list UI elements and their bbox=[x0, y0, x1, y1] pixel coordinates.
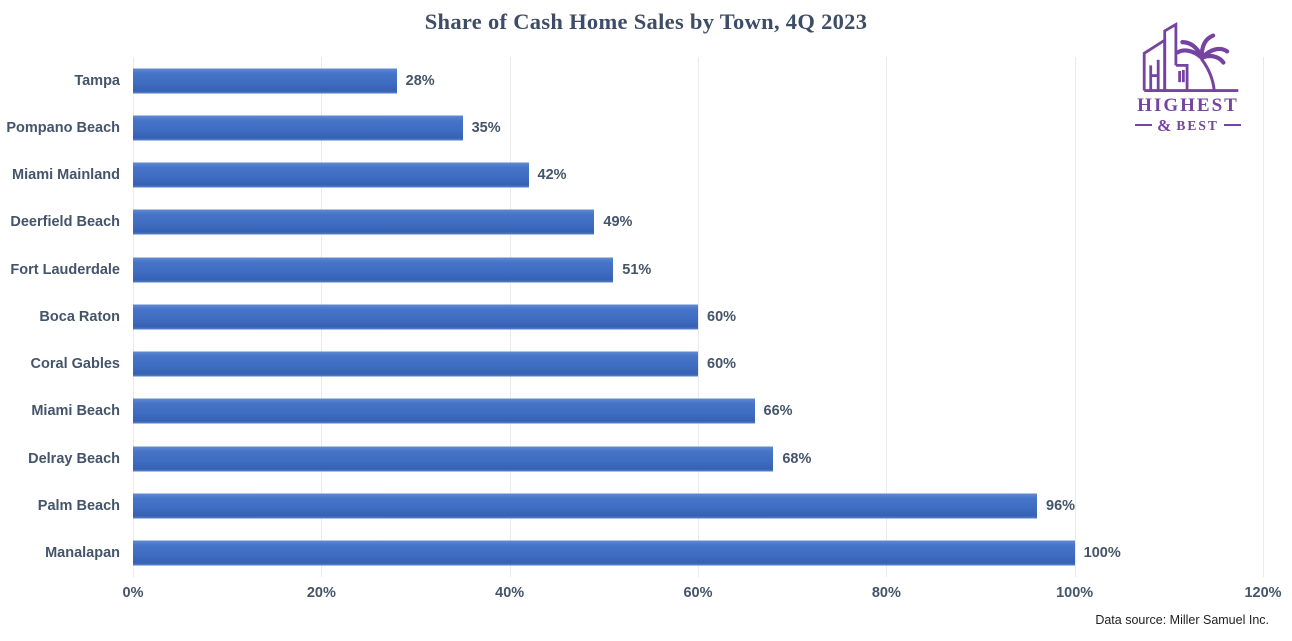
data-label: 66% bbox=[763, 403, 793, 420]
gridline bbox=[1074, 57, 1076, 577]
gridline bbox=[698, 57, 699, 577]
category-label: Tampa bbox=[74, 72, 120, 89]
bar-row: Miami Mainland 42% bbox=[12, 152, 1263, 199]
logo-text-best: BEST bbox=[1176, 117, 1219, 133]
data-label: 96% bbox=[1046, 498, 1076, 515]
plot-area: Tampa 28% Pompano Beach 35% Miami Mainland 42… bbox=[6, 57, 1264, 577]
logo-text-and-best: & BEST bbox=[1135, 117, 1241, 134]
data-label: 100% bbox=[1083, 545, 1121, 562]
bar-row: Tampa 28% bbox=[74, 57, 1263, 104]
bar bbox=[133, 115, 463, 141]
data-label: 60% bbox=[707, 356, 737, 373]
data-label: 68% bbox=[782, 450, 812, 467]
category-label: Pompano Beach bbox=[6, 119, 120, 136]
bar-row: Miami Beach 66% bbox=[31, 388, 1263, 435]
category-label: Coral Gables bbox=[30, 356, 120, 373]
bar bbox=[133, 351, 698, 377]
bar-row: Deerfield Beach 49% bbox=[10, 199, 1263, 246]
bar bbox=[133, 257, 614, 283]
bar bbox=[133, 446, 774, 472]
bar-row: Palm Beach 96% bbox=[38, 482, 1263, 529]
x-tick-label: 80% bbox=[871, 585, 901, 601]
source-note: Data source: Miller Samuel Inc. bbox=[1095, 613, 1269, 627]
chart-title: Share of Cash Home Sales by Town, 4Q 202… bbox=[424, 9, 868, 34]
x-tick-label: 40% bbox=[495, 585, 525, 601]
category-label: Fort Lauderdale bbox=[10, 261, 120, 278]
highest-and-best-logo: HIGHEST & BEST bbox=[1124, 16, 1252, 134]
logo-ampersand: & bbox=[1157, 115, 1172, 135]
bar bbox=[133, 540, 1075, 566]
category-label: Manalapan bbox=[45, 545, 120, 562]
bar-row: Boca Raton 60% bbox=[39, 293, 1263, 340]
data-label: 28% bbox=[405, 72, 435, 89]
logo-dash-right bbox=[1223, 124, 1241, 127]
bar bbox=[133, 209, 595, 235]
category-label: Deerfield Beach bbox=[10, 214, 120, 231]
data-label: 35% bbox=[471, 119, 501, 136]
category-label: Boca Raton bbox=[39, 308, 120, 325]
bar bbox=[133, 398, 755, 424]
logo-dash-left bbox=[1135, 124, 1153, 127]
logo-text-highest: HIGHEST bbox=[1137, 95, 1239, 116]
data-label: 42% bbox=[537, 167, 567, 184]
buildings-palm-icon bbox=[1142, 21, 1239, 92]
bar-row: Coral Gables 60% bbox=[31, 341, 1263, 388]
x-tick-label: 100% bbox=[1056, 585, 1094, 601]
bar bbox=[133, 304, 698, 330]
data-label: 49% bbox=[603, 214, 633, 231]
bar-row: Pompano Beach 35% bbox=[6, 104, 1263, 151]
x-tick-label: 120% bbox=[1244, 585, 1282, 601]
x-tick-label: 60% bbox=[683, 585, 713, 601]
bar-row: Fort Lauderdale 51% bbox=[10, 246, 1263, 293]
gridline bbox=[886, 57, 888, 577]
bar bbox=[133, 162, 529, 188]
category-label: Delray Beach bbox=[28, 450, 120, 467]
category-label: Miami Mainland bbox=[12, 167, 120, 184]
data-label: 60% bbox=[707, 308, 737, 325]
category-label: Palm Beach bbox=[37, 498, 120, 515]
bar bbox=[133, 68, 397, 94]
gridline bbox=[1263, 57, 1264, 577]
x-tick-label: 20% bbox=[306, 585, 336, 601]
bar bbox=[133, 493, 1037, 519]
bar-row: Manalapan 100% bbox=[45, 530, 1263, 577]
x-tick-label: 0% bbox=[122, 585, 144, 601]
bar-row: Delray Beach 68% bbox=[28, 435, 1263, 482]
x-axis: 0% 20% 40% 60% 80% 100% 120% bbox=[123, 585, 1282, 605]
category-label: Miami Beach bbox=[31, 403, 120, 420]
bar-rows: Tampa 28% Pompano Beach 35% Miami Mainland 42… bbox=[6, 57, 1263, 577]
data-label: 51% bbox=[622, 261, 652, 278]
